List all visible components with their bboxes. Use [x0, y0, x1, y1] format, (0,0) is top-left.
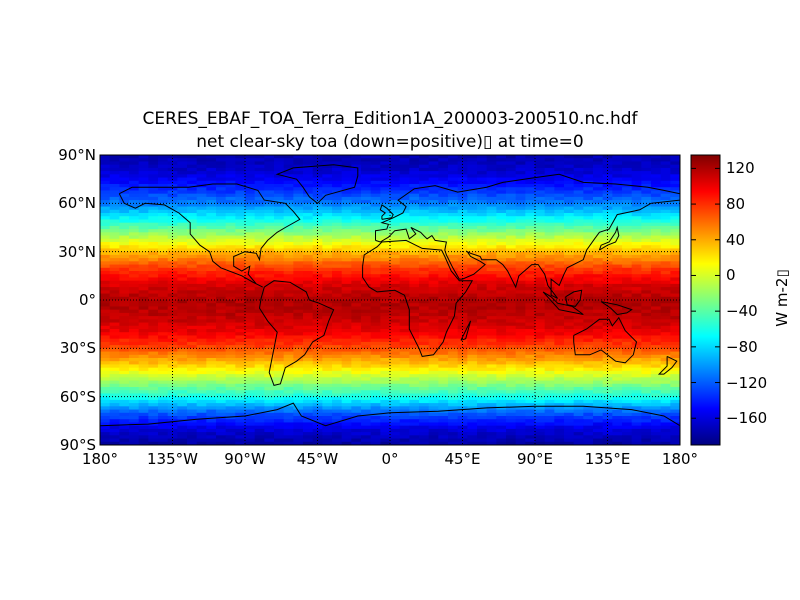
lon-tick-label: 180° [661, 450, 699, 468]
colorbar-units: W m-2▯ [773, 269, 791, 327]
lon-tick-label: 135°E [584, 450, 631, 468]
lon-tick-label: 180° [81, 450, 119, 468]
lat-tick-label: 90°S [59, 436, 96, 454]
lat-tick-label: 60°N [58, 194, 96, 213]
colorbar-ticks [691, 167, 720, 419]
colorbar-tick-label: −80 [726, 337, 758, 356]
coastline-greenland [275, 164, 359, 204]
lon-tick-label: 135°W [147, 450, 198, 468]
colorbar-tick-label: 0 [726, 266, 736, 285]
coastline-uk [379, 204, 394, 220]
coastline-new-guinea [600, 301, 633, 316]
colorbar-tick-label: −160 [726, 409, 768, 428]
coastline-north-america [118, 183, 301, 288]
colorbar-bar [690, 154, 721, 446]
map-frame [99, 154, 681, 446]
lat-tick-label: 30°N [58, 242, 96, 261]
colorbar-tick-label: 40 [726, 230, 746, 249]
coastlines [100, 164, 680, 427]
graticule [100, 155, 680, 445]
coastline-indonesia [542, 291, 584, 315]
lon-tick-label: 0° [381, 450, 399, 468]
lat-tick-label: 60°S [59, 387, 96, 406]
map-subtitle: net clear-sky toa (down=positive)▯ at ti… [196, 132, 584, 152]
coastline-madagascar [460, 320, 472, 341]
map-title: CERES_EBAF_TOA_Terra_Edition1A_200003-20… [142, 109, 638, 129]
lat-tick-label: 0° [78, 291, 96, 309]
coastline-new-zealand [657, 355, 678, 375]
lat-tick-label: 90°N [58, 146, 96, 164]
lon-tick-label: 90°W [224, 450, 266, 468]
lon-tick-label: 45°W [296, 450, 339, 468]
lon-tick-label: 90°E [516, 450, 554, 468]
coastline-africa [362, 239, 474, 357]
coastline-south-america [258, 280, 335, 386]
lat-tick-label: 30°S [59, 339, 96, 358]
colorbar-tick-label: −40 [726, 302, 758, 321]
lon-tick-label: 45°E [444, 450, 481, 468]
coastline-japan [598, 225, 620, 251]
colorbar-tick-label: 120 [726, 159, 755, 178]
data-field [100, 155, 680, 445]
coastline-antarctica [100, 402, 680, 427]
colorbar-tick-label: −120 [726, 373, 768, 392]
colorbar-tick-label: 80 [726, 195, 746, 214]
coastline-eurasia [375, 173, 680, 299]
